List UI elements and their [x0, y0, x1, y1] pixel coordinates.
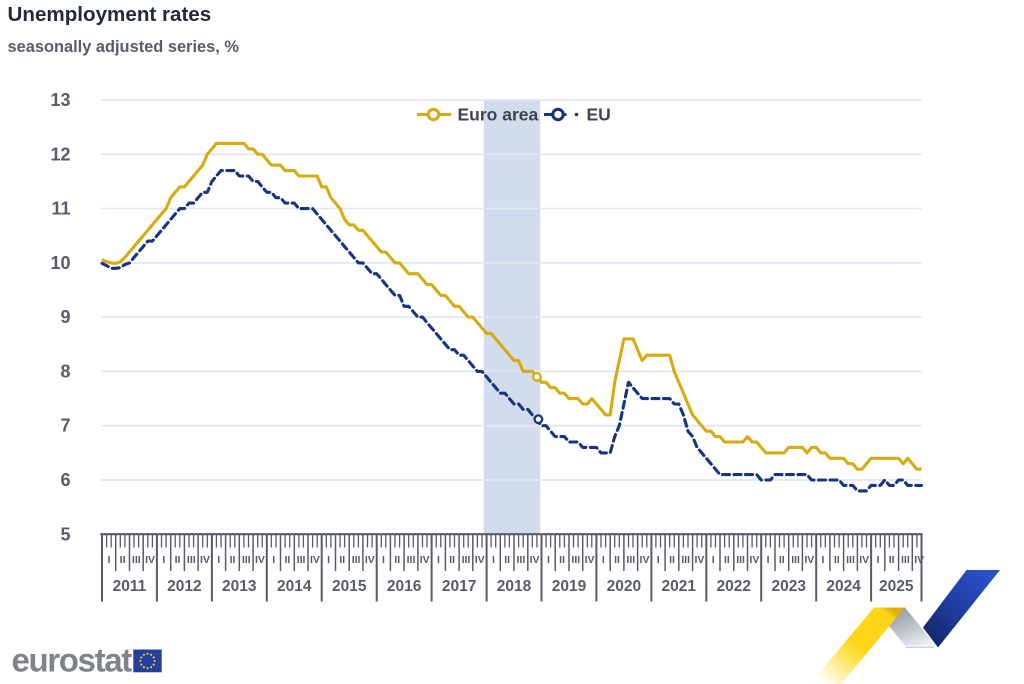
- svg-text:II: II: [284, 554, 290, 566]
- svg-text:2011: 2011: [113, 578, 147, 595]
- svg-text:5: 5: [60, 524, 70, 544]
- svg-text:II: II: [614, 554, 620, 566]
- svg-text:II: II: [339, 554, 345, 566]
- svg-text:2021: 2021: [662, 578, 697, 595]
- svg-text:10: 10: [50, 253, 70, 273]
- svg-text:I: I: [712, 554, 715, 566]
- svg-text:9: 9: [60, 307, 70, 327]
- svg-text:II: II: [889, 554, 895, 566]
- svg-text:I: I: [272, 554, 275, 566]
- svg-text:2015: 2015: [332, 578, 367, 595]
- svg-text:II: II: [449, 554, 455, 566]
- svg-text:II: II: [834, 554, 840, 566]
- svg-text:II: II: [120, 554, 126, 566]
- svg-text:III: III: [242, 554, 251, 566]
- svg-text:III: III: [681, 554, 690, 566]
- svg-text:III: III: [297, 554, 306, 566]
- svg-text:II: II: [779, 554, 785, 566]
- svg-text:I: I: [437, 554, 440, 566]
- svg-text:I: I: [547, 554, 550, 566]
- svg-text:EU: EU: [587, 105, 611, 125]
- svg-text:11: 11: [51, 199, 70, 219]
- svg-text:2024: 2024: [826, 578, 861, 595]
- svg-text:2012: 2012: [167, 578, 201, 595]
- svg-text:2016: 2016: [387, 578, 422, 595]
- svg-text:III: III: [791, 554, 800, 566]
- svg-text:III: III: [517, 554, 526, 566]
- svg-text:III: III: [571, 554, 580, 566]
- svg-text:I: I: [162, 554, 165, 566]
- svg-text:12: 12: [50, 144, 70, 164]
- svg-text:2013: 2013: [222, 578, 257, 595]
- svg-text:IV: IV: [914, 554, 924, 566]
- svg-text:eurostat: eurostat: [12, 642, 133, 679]
- svg-text:IV: IV: [365, 554, 375, 566]
- svg-text:III: III: [132, 554, 141, 566]
- svg-text:Euro area: Euro area: [458, 105, 539, 125]
- svg-text:II: II: [175, 554, 181, 566]
- svg-text:II: II: [504, 554, 510, 566]
- svg-text:II: II: [669, 554, 675, 566]
- svg-text:2023: 2023: [771, 578, 806, 595]
- svg-text:IV: IV: [585, 554, 595, 566]
- svg-text:I: I: [767, 554, 770, 566]
- svg-text:Unemployment rates: Unemployment rates: [8, 3, 212, 26]
- svg-text:2025: 2025: [879, 578, 914, 595]
- svg-text:III: III: [626, 554, 635, 566]
- svg-text:IV: IV: [749, 554, 759, 566]
- svg-text:II: II: [230, 554, 236, 566]
- svg-text:2020: 2020: [607, 578, 641, 595]
- svg-text:IV: IV: [640, 554, 650, 566]
- svg-text:IV: IV: [694, 554, 704, 566]
- svg-text:IV: IV: [530, 554, 540, 566]
- svg-text:I: I: [382, 554, 385, 566]
- svg-text:I: I: [217, 554, 220, 566]
- svg-text:I: I: [327, 554, 330, 566]
- svg-text:I: I: [877, 554, 880, 566]
- svg-text:13: 13: [50, 90, 70, 110]
- svg-text:6: 6: [60, 470, 70, 490]
- svg-text:III: III: [352, 554, 361, 566]
- svg-text:2022: 2022: [717, 578, 751, 595]
- svg-text:III: III: [846, 554, 855, 566]
- svg-text:II: II: [559, 554, 565, 566]
- svg-text:III: III: [407, 554, 416, 566]
- svg-text:IV: IV: [475, 554, 485, 566]
- svg-text:III: III: [187, 554, 196, 566]
- svg-text:2018: 2018: [497, 578, 532, 595]
- svg-text:III: III: [736, 554, 745, 566]
- svg-text:III: III: [462, 554, 471, 566]
- svg-text:IV: IV: [310, 554, 320, 566]
- svg-text:III: III: [901, 554, 910, 566]
- svg-text:IV: IV: [859, 554, 869, 566]
- svg-text:I: I: [657, 554, 660, 566]
- svg-text:IV: IV: [200, 554, 210, 566]
- svg-text:I: I: [107, 554, 110, 566]
- svg-text:I: I: [492, 554, 495, 566]
- svg-text:IV: IV: [420, 554, 430, 566]
- svg-text:seasonally adjusted series, %: seasonally adjusted series, %: [8, 38, 240, 56]
- svg-text:I: I: [822, 554, 825, 566]
- svg-text:II: II: [394, 554, 400, 566]
- svg-text:IV: IV: [145, 554, 155, 566]
- svg-text:8: 8: [60, 361, 70, 381]
- svg-text:II: II: [724, 554, 730, 566]
- svg-text:IV: IV: [804, 554, 814, 566]
- svg-text:2017: 2017: [442, 578, 476, 595]
- svg-text:2019: 2019: [552, 578, 587, 595]
- svg-text:7: 7: [60, 416, 70, 436]
- svg-text:IV: IV: [255, 554, 265, 566]
- svg-text:2014: 2014: [277, 578, 312, 595]
- svg-text:I: I: [602, 554, 605, 566]
